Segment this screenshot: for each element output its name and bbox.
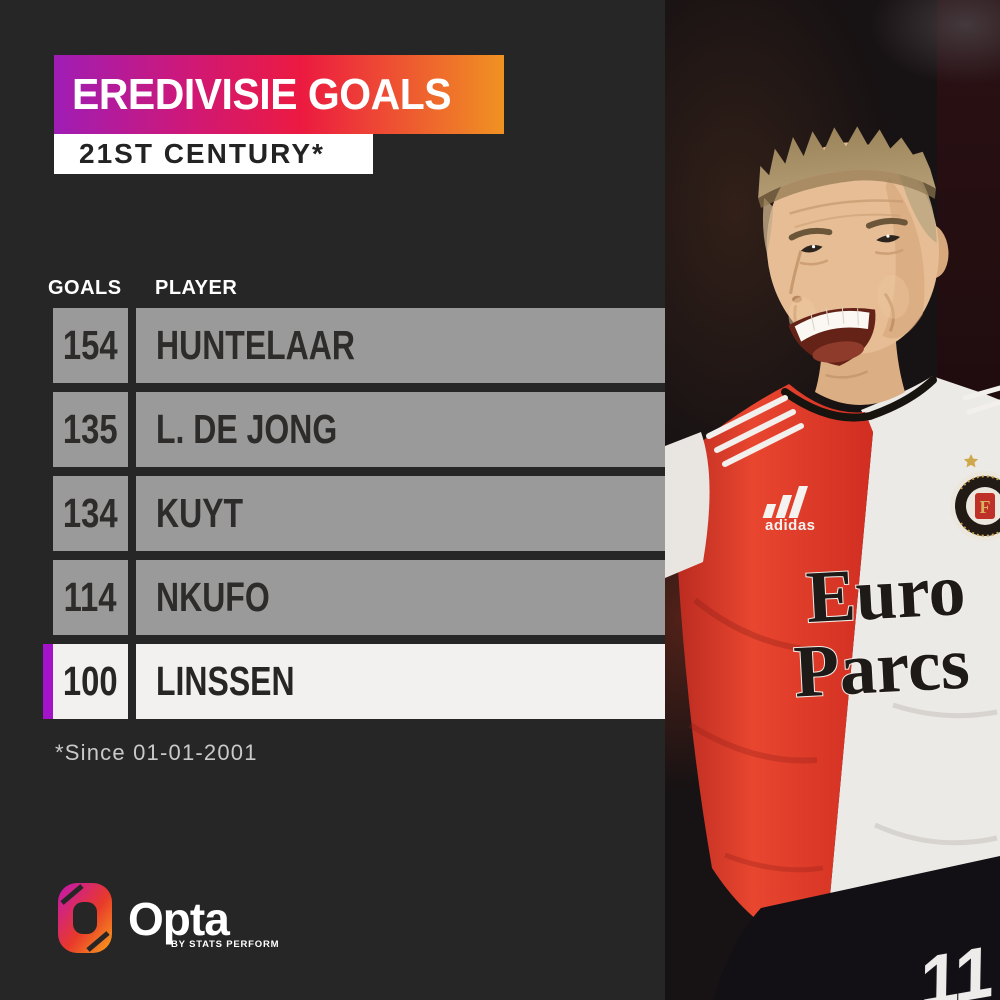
infographic-subtitle: 21ST CENTURY* [79,138,325,169]
player-cell: KUYT [136,476,665,551]
opta-tagline: BY STATS PERFORM [171,939,280,950]
stats-table: 154 HUNTELAAR 135 L. DE JONG 134 KUYT 11… [43,308,665,728]
shoulder-stripes [706,385,1000,467]
adidas-wordmark: adidas [765,517,816,534]
player-shorts: 11 [713,856,1000,1000]
shorts-number: 11 [912,932,1000,1000]
title-banner: EREDIVISIE GOALS [54,55,504,134]
table-row: 135 L. DE JONG [53,392,665,467]
footnote: *Since 01-01-2001 [55,740,258,765]
opta-logo-icon [58,883,112,953]
player-cell: NKUFO [136,560,665,635]
white-sleeve [665,432,710,578]
player-head [758,126,949,405]
player-cell: LINSSEN [136,644,665,719]
column-header-player: PLAYER [155,277,238,299]
subtitle-box: 21ST CENTURY* [54,134,373,174]
player-shirt: adidas F Euro Parcs [665,376,1000,954]
table-row-highlighted: 100 LINSSEN [43,644,665,719]
goals-cell: 134 [53,476,128,551]
column-header-goals: GOALS [48,277,122,299]
table-row: 134 KUYT [53,476,665,551]
shirt-collar [781,376,937,422]
sponsor-text-line1: Euro [804,549,967,639]
feyenoord-crest-icon: F [950,454,1000,541]
player-photo: adidas F Euro Parcs [575,0,1000,1000]
player-photo-svg: adidas F Euro Parcs [575,0,1000,1000]
goals-cell: 135 [53,392,128,467]
infographic-title: EREDIVISIE GOALS [72,69,452,119]
player-cell: L. DE JONG [136,392,665,467]
goals-cell: 154 [53,308,128,383]
opta-wordmark: Opta [128,893,230,945]
table-row: 114 NKUFO [53,560,665,635]
crest-letter: F [980,497,991,517]
player-cell: HUNTELAAR [136,308,665,383]
highlight-accent-bar [43,644,53,719]
goals-cell: 100 [53,644,128,719]
table-row: 154 HUNTELAAR [53,308,665,383]
sponsor-text-line2: Parcs [792,623,971,714]
adidas-logo-icon: adidas [762,486,816,534]
goals-cell: 114 [53,560,128,635]
